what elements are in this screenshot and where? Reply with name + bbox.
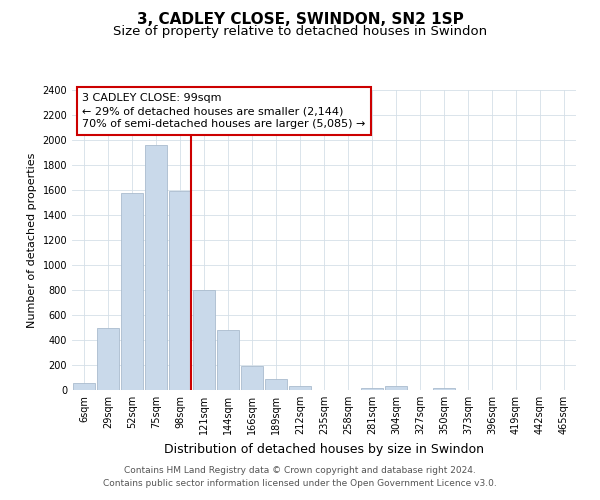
Bar (361, 388, 383, 390)
Text: 3, CADLEY CLOSE, SWINDON, SN2 1SP: 3, CADLEY CLOSE, SWINDON, SN2 1SP (137, 12, 463, 28)
Bar (121, 192, 143, 390)
Text: 3 CADLEY CLOSE: 99sqm
← 29% of detached houses are smaller (2,144)
70% of semi-d: 3 CADLEY CLOSE: 99sqm ← 29% of detached … (82, 93, 365, 130)
Y-axis label: Number of detached properties: Number of detached properties (27, 152, 37, 328)
Bar (289, 386, 311, 390)
Bar (97, 328, 119, 390)
Bar (265, 379, 287, 390)
Bar (145, 145, 167, 390)
Bar (433, 388, 455, 390)
Bar (169, 191, 191, 390)
Bar (385, 386, 407, 390)
Bar (217, 330, 239, 390)
Bar (241, 366, 263, 390)
Text: Contains HM Land Registry data © Crown copyright and database right 2024.
Contai: Contains HM Land Registry data © Crown c… (103, 466, 497, 487)
Bar (73, 383, 95, 390)
Bar (193, 290, 215, 390)
Text: Size of property relative to detached houses in Swindon: Size of property relative to detached ho… (113, 25, 487, 38)
X-axis label: Distribution of detached houses by size in Swindon: Distribution of detached houses by size … (164, 442, 484, 456)
